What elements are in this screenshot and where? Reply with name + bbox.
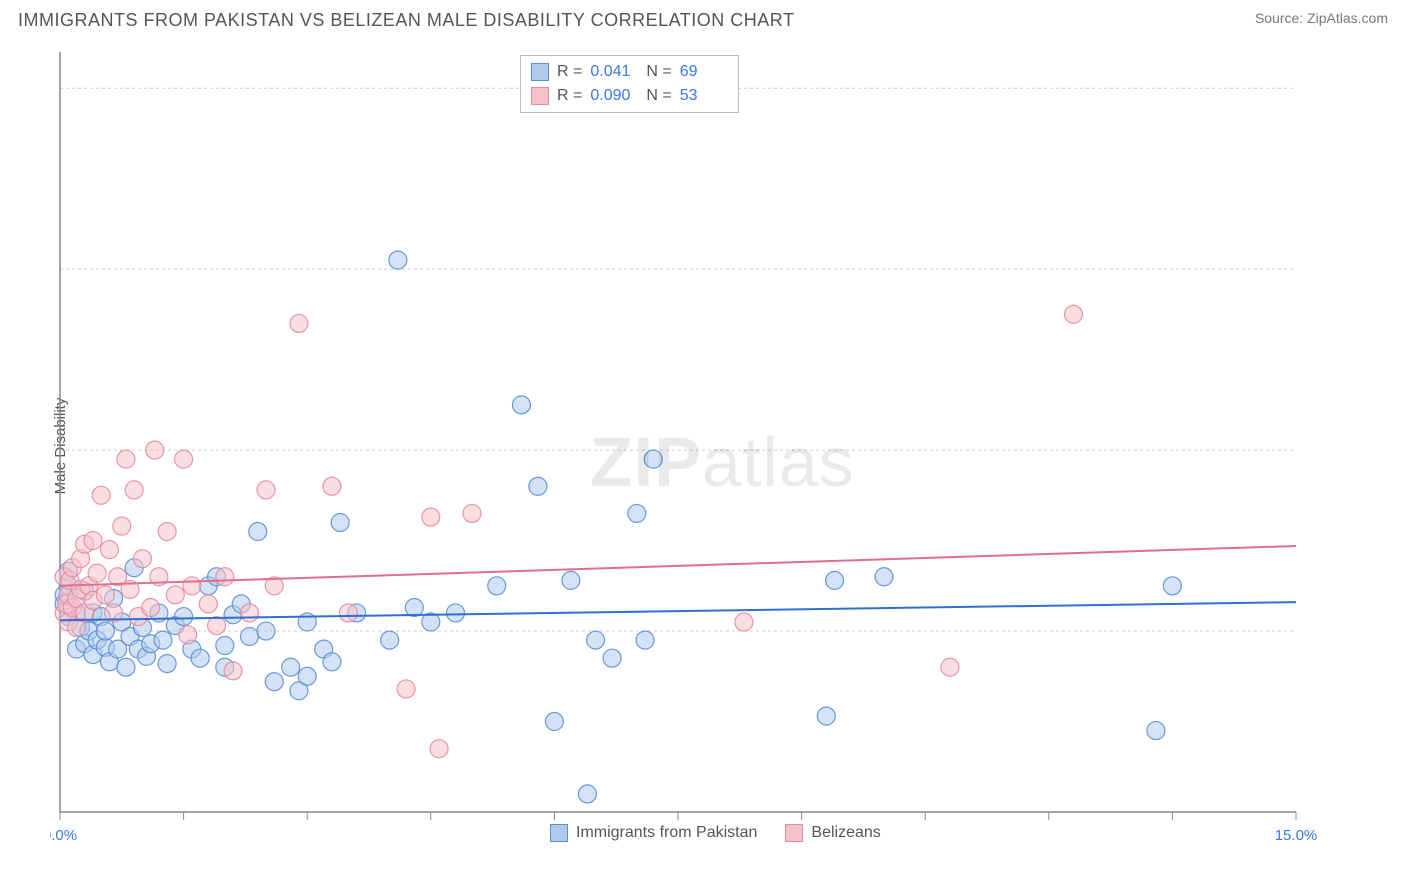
r-label: R = xyxy=(557,84,582,108)
stats-row: R = 0.090 N = 53 xyxy=(531,84,728,108)
data-point xyxy=(644,450,662,468)
data-point xyxy=(587,631,605,649)
data-point xyxy=(249,523,267,541)
data-point xyxy=(826,571,844,589)
svg-text:0.0%: 0.0% xyxy=(50,827,77,844)
data-point xyxy=(92,486,110,504)
n-label: N = xyxy=(646,60,671,84)
trend-line xyxy=(60,546,1296,586)
data-point xyxy=(282,658,300,676)
data-point xyxy=(158,655,176,673)
r-value: 0.041 xyxy=(590,60,638,84)
data-point xyxy=(241,627,259,645)
data-point xyxy=(488,577,506,595)
data-point xyxy=(88,564,106,582)
data-point xyxy=(397,680,415,698)
header: IMMIGRANTS FROM PAKISTAN VS BELIZEAN MAL… xyxy=(0,0,1406,31)
data-point xyxy=(241,604,259,622)
legend-swatch xyxy=(785,824,803,842)
data-point xyxy=(175,608,193,626)
data-point xyxy=(817,707,835,725)
data-point xyxy=(463,504,481,522)
data-point xyxy=(1065,305,1083,323)
data-point xyxy=(331,513,349,531)
data-point xyxy=(323,477,341,495)
data-point xyxy=(216,637,234,655)
scatter-chart: 0.0% 15.0% xyxy=(50,52,1350,852)
data-point xyxy=(183,577,201,595)
data-point xyxy=(208,617,226,635)
data-point xyxy=(224,662,242,680)
n-value: 69 xyxy=(680,60,728,84)
data-point xyxy=(113,517,131,535)
data-point xyxy=(199,595,217,613)
legend-swatch xyxy=(550,824,568,842)
data-point xyxy=(430,740,448,758)
data-point xyxy=(405,599,423,617)
series-legend: Immigrants from Pakistan Belizeans xyxy=(550,824,881,842)
data-point xyxy=(339,604,357,622)
legend-item: Belizeans xyxy=(785,824,880,842)
data-point xyxy=(133,550,151,568)
data-point xyxy=(323,653,341,671)
data-point xyxy=(941,658,959,676)
data-point xyxy=(578,785,596,803)
data-point xyxy=(1147,722,1165,740)
data-point xyxy=(875,568,893,586)
legend-swatch xyxy=(531,63,549,81)
data-point xyxy=(447,604,465,622)
data-point xyxy=(636,631,654,649)
data-point xyxy=(735,613,753,631)
data-point xyxy=(175,450,193,468)
r-value: 0.090 xyxy=(590,84,638,108)
data-point xyxy=(96,622,114,640)
data-point xyxy=(512,396,530,414)
r-label: R = xyxy=(557,60,582,84)
plot-area: 0.0%15.0% ZIPatlas R =0.041N =69R =0.090… xyxy=(50,52,1350,822)
data-point xyxy=(1163,577,1181,595)
n-value: 53 xyxy=(680,84,728,108)
data-point xyxy=(158,523,176,541)
data-point xyxy=(545,713,563,731)
data-point xyxy=(529,477,547,495)
data-point xyxy=(422,508,440,526)
data-point xyxy=(142,599,160,617)
data-point xyxy=(290,314,308,332)
stats-legend: R = 0.041 N = 69 R = 0.090 N = 53 xyxy=(520,55,739,113)
data-point xyxy=(389,251,407,269)
legend-swatch xyxy=(531,87,549,105)
data-point xyxy=(216,568,234,586)
data-point xyxy=(96,586,114,604)
data-point xyxy=(100,541,118,559)
data-point xyxy=(265,673,283,691)
stats-row: R = 0.041 N = 69 xyxy=(531,60,728,84)
data-point xyxy=(298,667,316,685)
data-point xyxy=(84,532,102,550)
source-attribution: Source: ZipAtlas.com xyxy=(1255,10,1388,26)
data-point xyxy=(562,571,580,589)
data-point xyxy=(154,631,172,649)
data-point xyxy=(117,658,135,676)
data-point xyxy=(603,649,621,667)
data-point xyxy=(257,481,275,499)
chart-title: IMMIGRANTS FROM PAKISTAN VS BELIZEAN MAL… xyxy=(18,10,794,31)
legend-label: Immigrants from Pakistan xyxy=(576,824,757,842)
data-point xyxy=(117,450,135,468)
data-point xyxy=(179,626,197,644)
data-point xyxy=(125,481,143,499)
data-point xyxy=(191,649,209,667)
data-point xyxy=(257,622,275,640)
legend-item: Immigrants from Pakistan xyxy=(550,824,757,842)
data-point xyxy=(628,504,646,522)
data-point xyxy=(166,586,184,604)
n-label: N = xyxy=(646,84,671,108)
svg-text:15.0%: 15.0% xyxy=(1275,827,1318,844)
legend-label: Belizeans xyxy=(811,824,880,842)
data-point xyxy=(146,441,164,459)
data-point xyxy=(381,631,399,649)
